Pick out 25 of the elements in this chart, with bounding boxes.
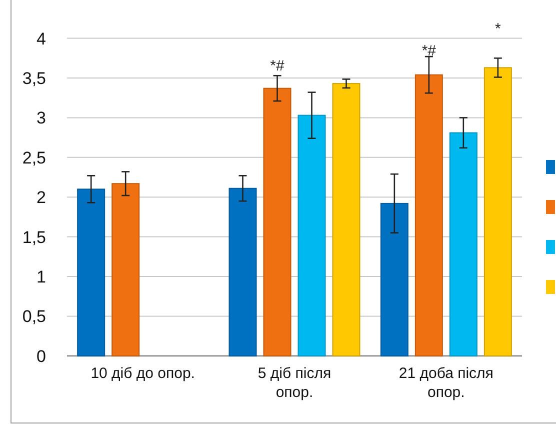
y-tick-label: 2 [36,188,46,208]
bar [484,67,512,356]
bar [77,188,106,356]
y-tick-label: 1 [36,267,46,286]
bar [332,83,360,356]
y-tick-label: 1,5 [22,228,46,247]
y-tick-label: 0,5 [22,307,46,326]
y-tick-label: 2,5 [22,148,46,168]
y-tick-label: 0 [36,346,46,366]
bar [263,88,292,356]
annotation: *# [270,57,285,74]
bar [414,74,443,356]
bar [380,202,408,356]
x-tick-label: 5 діб після опор. [258,364,332,401]
bar [449,132,478,356]
bar [298,114,326,356]
y-tick-label: 3,5 [22,68,46,88]
annotation: *# [422,42,437,60]
y-tick-label: 4 [36,29,46,48]
bar [112,183,140,356]
text: * [494,20,501,38]
bar [228,188,257,356]
x-tick-label: 10 діб до опор. [90,364,195,382]
x-tick-label: 21 доба після опор. [398,364,494,401]
y-tick-label: 3 [36,108,46,128]
